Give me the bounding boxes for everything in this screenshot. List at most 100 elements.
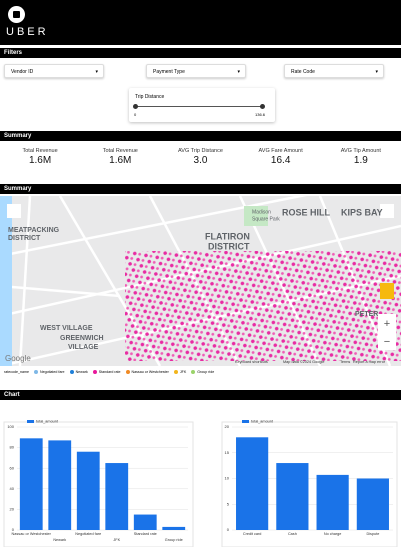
x-tick-label: Standard rate <box>134 532 157 536</box>
map[interactable]: + − Google ROSE HILL KIPS BAYMEATPACKINGD… <box>0 196 401 366</box>
x-tick-label: Cash <box>288 532 297 536</box>
metric-value: 3.0 <box>193 155 208 166</box>
y-tick-label: 40 <box>10 486 15 491</box>
map-label: PETER <box>355 311 378 318</box>
y-tick-label: 15 <box>225 450 230 455</box>
bar <box>105 463 129 530</box>
legend-swatch <box>125 370 130 374</box>
y-tick-label: 20 <box>225 424 230 429</box>
map-label: FLATIRON <box>205 231 250 241</box>
logo-text: UBER <box>6 26 49 38</box>
bar <box>162 526 186 530</box>
metric-label: Total Revenue <box>22 148 58 154</box>
y-tick-label: 10 <box>225 476 230 481</box>
legend-swatch <box>33 370 38 374</box>
fullscreen-button[interactable] <box>380 204 394 218</box>
metric: AVG Fare Amount 16.4 <box>241 148 321 166</box>
metric-label: AVG Fare Amount <box>258 148 303 154</box>
metric: Total Revenue 1.6M <box>80 148 160 166</box>
legend-item: Standard rate <box>92 370 121 374</box>
bar <box>276 463 309 530</box>
x-tick-label: Nassau or Westchester <box>12 532 52 536</box>
metrics-row: Total Revenue 1.6M Total Revenue 1.6M AVG Tr… <box>0 148 401 166</box>
map-label: KIPS BAY <box>341 207 383 217</box>
y-tick-label: 0 <box>12 527 15 532</box>
legend-swatch <box>191 370 196 374</box>
x-tick-label: Credit card <box>243 532 262 536</box>
zoom-out[interactable]: − <box>384 336 390 348</box>
bar <box>236 437 269 530</box>
pegman[interactable] <box>380 283 394 299</box>
legend-label: JFK <box>179 370 187 374</box>
bar <box>76 451 100 530</box>
metric-value: 1.9 <box>353 155 368 166</box>
zoom-in[interactable]: + <box>384 318 390 330</box>
map-button[interactable] <box>7 204 21 218</box>
bar <box>316 474 349 530</box>
slider-min: 0 <box>134 112 137 117</box>
legend-item: Newark <box>69 370 88 374</box>
legend-label: Standard rate <box>98 370 121 374</box>
y-tick-label: 100 <box>7 424 14 429</box>
legend-swatch <box>27 420 34 423</box>
map-footer: Keyboard shortcuts <box>235 360 268 364</box>
y-tick-label: 20 <box>10 506 15 511</box>
legend-swatch <box>92 370 97 374</box>
section-bar: Summary <box>0 184 401 194</box>
legend-label: total_amount <box>251 420 274 424</box>
logo-icon <box>8 6 25 23</box>
river <box>0 196 12 366</box>
logo-inner <box>13 11 20 18</box>
trip-points <box>125 251 401 361</box>
metric-value: 16.4 <box>270 155 291 166</box>
legend-item: Group ride <box>191 370 214 374</box>
legend-label: Negotiated fare <box>39 370 65 374</box>
google-logo: Google <box>5 354 31 363</box>
legend-item: Negotiated fare <box>33 370 65 374</box>
x-tick-label: Group ride <box>165 538 183 542</box>
legend-item: JFK <box>173 370 187 374</box>
slider-card: Trip Distance 0 136.6 <box>129 88 275 122</box>
map-label: Madison <box>252 209 271 215</box>
map-label: MEATPACKING <box>8 227 60 234</box>
section-bar: Chart <box>0 390 401 400</box>
slider-handle[interactable] <box>260 104 265 109</box>
map-label: DISTRICT <box>8 235 41 242</box>
metric-value: 1.6M <box>28 155 52 166</box>
slider-label: Trip Distance <box>135 94 165 100</box>
legend-title: ratecode_name <box>4 370 29 374</box>
x-tick-label: Dispute <box>366 532 379 536</box>
legend-label: Nassau or Westchester <box>131 370 169 374</box>
legend-swatch <box>242 420 249 423</box>
map-label: GREENWICH <box>60 335 104 342</box>
slider-max: 136.6 <box>255 112 266 117</box>
y-tick-label: 60 <box>10 465 15 470</box>
x-tick-label: JFK <box>113 538 120 542</box>
dropdown[interactable]: Rate Code <box>284 64 384 79</box>
dropdown[interactable]: Payment Type <box>146 64 246 79</box>
bar <box>48 440 72 530</box>
map-footer: Report a map error <box>353 360 386 364</box>
zoom-control[interactable] <box>378 314 396 350</box>
bar <box>133 514 157 530</box>
dropdown[interactable]: Vendor ID <box>4 64 104 79</box>
y-tick-label: 0 <box>227 527 230 532</box>
header: UBER <box>0 0 401 45</box>
y-tick-label: 5 <box>227 501 230 506</box>
section-bar: Filters <box>0 48 401 58</box>
x-tick-label: No charge <box>324 532 342 536</box>
map-footer: Map data ©2024 Google <box>283 360 324 364</box>
legend-label: total_amount <box>36 420 59 424</box>
park <box>244 206 268 226</box>
metric: Total Revenue 1.6M <box>0 148 80 166</box>
legend-swatch <box>173 370 178 374</box>
slider-track[interactable] <box>135 106 263 107</box>
metric-label: Total Revenue <box>102 148 138 154</box>
legend-swatch <box>69 370 74 374</box>
metric-label: AVG Trip Distance <box>178 148 223 154</box>
slider-handle[interactable] <box>133 104 138 109</box>
map-label: VILLAGE <box>68 344 99 351</box>
metric: AVG Trip Distance 3.0 <box>160 148 240 166</box>
